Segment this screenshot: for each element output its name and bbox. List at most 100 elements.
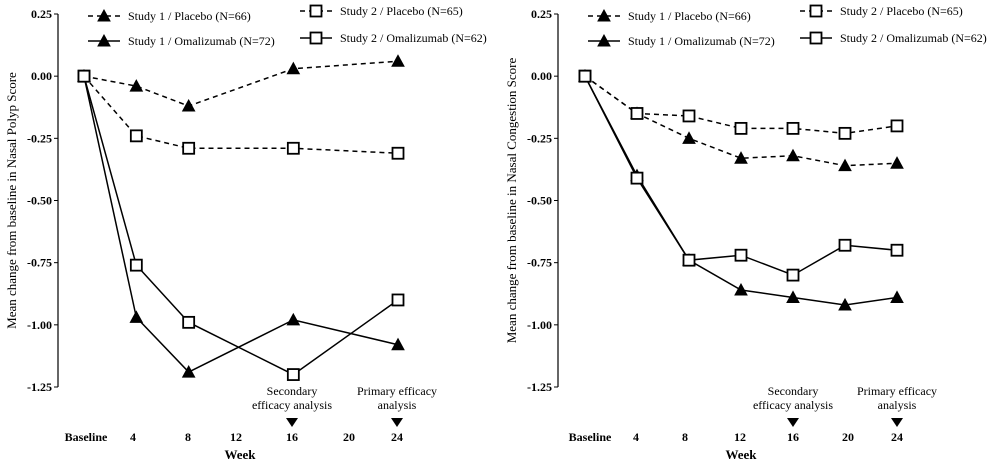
- y-tick-label: -1.25: [527, 380, 552, 394]
- data-point: [286, 312, 301, 326]
- y-tick-label: -0.50: [27, 194, 52, 208]
- y-axis-title: Mean change from baseline in Nasal Polyp…: [4, 72, 19, 329]
- legend-label: Study 1 / Placebo (N=66): [628, 9, 751, 23]
- data-point: [286, 368, 300, 381]
- x-tick-label: 12: [734, 430, 746, 444]
- data-point: [181, 365, 196, 378]
- legend: Study 1 / Placebo (N=66) Study 2 / Placeb…: [88, 4, 487, 48]
- y-tick-label: -1.00: [527, 318, 552, 332]
- x-tick-label: 24: [391, 430, 403, 444]
- data-point: [890, 290, 904, 303]
- legend-swatch-marker: [809, 31, 823, 45]
- x-tick-label: 12: [230, 430, 242, 444]
- legend-item: Study 1 / Omalizumab (N=72): [588, 33, 775, 48]
- legend-swatch-marker: [597, 33, 611, 47]
- series-line: [83, 60, 399, 107]
- data-point: [630, 171, 644, 185]
- legend-swatch-marker: [309, 4, 323, 18]
- x-tick-label: 16: [787, 430, 799, 444]
- x-tick-label: Baseline: [65, 430, 108, 444]
- y-tick-label: -0.75: [527, 256, 552, 270]
- data-point: [890, 243, 904, 257]
- annotation-arrow: [891, 418, 903, 427]
- series-3: [578, 69, 904, 311]
- data-point: [890, 119, 904, 133]
- x-tick-label: 20: [842, 430, 854, 444]
- y-tick-label: -0.75: [27, 256, 52, 270]
- data-point: [890, 156, 904, 169]
- data-point: [391, 146, 405, 160]
- x-axis-title: Week: [725, 447, 757, 462]
- legend-swatch-marker: [97, 8, 111, 22]
- legend-swatch-marker: [97, 33, 111, 47]
- x-tick-label: 24: [891, 430, 903, 444]
- y-tick-label: -0.50: [527, 194, 552, 208]
- series-4: [578, 69, 904, 282]
- x-tick-label: 4: [130, 430, 136, 444]
- data-point: [129, 258, 143, 272]
- data-point: [182, 315, 196, 329]
- annotation-line: Secondary: [768, 384, 819, 398]
- x-tick-label: 16: [286, 430, 298, 444]
- data-point: [734, 282, 748, 296]
- legend-label: Study 2 / Placebo (N=65): [340, 4, 463, 18]
- legend: Study 1 / Placebo (N=66) Study 2 / Placeb…: [588, 4, 987, 48]
- data-point: [786, 290, 800, 303]
- data-point: [786, 148, 800, 162]
- x-tick-label: 8: [682, 430, 688, 444]
- annotation-arrow: [787, 418, 799, 427]
- data-point: [682, 253, 696, 267]
- data-point: [181, 98, 196, 112]
- annotation-line: analysis: [878, 398, 917, 412]
- chart-2: 0.25 0.00 -0.25 -0.50 -0.75 -1.00 -1.25 Mean ch…: [504, 4, 987, 462]
- data-point: [77, 69, 91, 83]
- series-4: [77, 69, 405, 381]
- data-point: [391, 54, 405, 67]
- series-3: [77, 69, 405, 378]
- annotation-line: Primary efficacy: [357, 384, 437, 398]
- data-point: [286, 61, 301, 75]
- series-1: [77, 54, 405, 112]
- y-tick-label: -0.25: [27, 131, 52, 145]
- series-2: [77, 69, 405, 160]
- data-point: [734, 151, 748, 164]
- data-point: [682, 109, 696, 123]
- data-point: [838, 126, 852, 140]
- legend-label: Study 1 / Omalizumab (N=72): [128, 34, 275, 48]
- x-tick-label: 20: [343, 430, 355, 444]
- data-point: [391, 293, 405, 307]
- annotation-line: Secondary: [267, 384, 318, 398]
- legend-item: Study 2 / Placebo (N=65): [800, 4, 963, 18]
- data-point: [734, 248, 748, 262]
- data-point: [129, 129, 143, 143]
- legend-label: Study 2 / Omalizumab (N=62): [840, 31, 987, 45]
- series-line: [83, 75, 399, 376]
- data-point: [786, 121, 800, 135]
- x-tick-label: 8: [185, 430, 191, 444]
- y-tick-label: 0.25: [31, 7, 52, 21]
- data-point: [286, 141, 300, 155]
- annotation-line: efficacy analysis: [753, 398, 833, 412]
- legend-label: Study 2 / Omalizumab (N=62): [340, 31, 487, 45]
- legend-item: Study 2 / Omalizumab (N=62): [300, 31, 487, 45]
- y-tick-label: -1.25: [27, 380, 52, 394]
- data-point: [838, 297, 852, 311]
- data-point: [734, 121, 748, 135]
- y-axis-title: Mean change from baseline in Nasal Conge…: [504, 57, 519, 343]
- legend-label: Study 2 / Placebo (N=65): [840, 4, 963, 18]
- data-point: [682, 131, 696, 144]
- legend-swatch-marker: [597, 8, 611, 22]
- legend-label: Study 1 / Placebo (N=66): [128, 9, 251, 23]
- annotation-arrow: [391, 418, 403, 427]
- annotation-line: efficacy analysis: [252, 398, 332, 412]
- series-1: [578, 69, 904, 172]
- data-point: [129, 79, 144, 92]
- annotation-arrow: [286, 418, 298, 427]
- x-axis-title: Week: [224, 447, 256, 462]
- series-line: [83, 76, 399, 373]
- series-line: [83, 75, 399, 155]
